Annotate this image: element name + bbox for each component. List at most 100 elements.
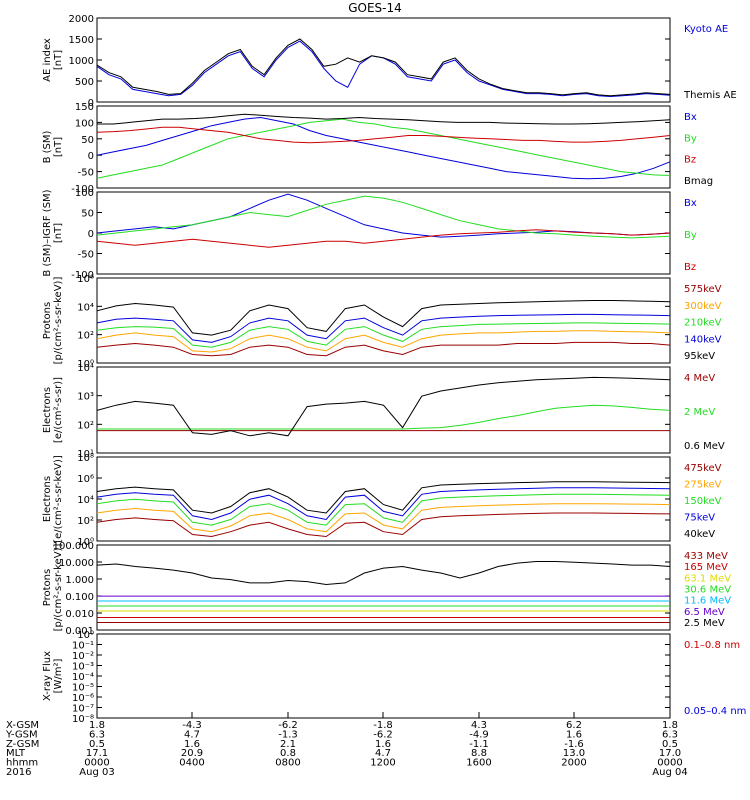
footer-cell: -1.1: [469, 739, 489, 750]
y-axis-label: [p/(cm²-s-sr-keV)]: [53, 277, 64, 365]
legend-entry: 575keV: [684, 284, 722, 295]
ytick-label: 10⁻⁶: [72, 693, 94, 704]
footer-row-label: MLT: [6, 748, 26, 759]
ytick-label: 10⁻²: [72, 651, 94, 662]
legend-entry: 150keV: [684, 496, 722, 507]
y-axis-label: [nT]: [53, 137, 64, 157]
figure-title: GOES-14: [348, 1, 402, 15]
footer-cell: 0.5: [662, 739, 678, 750]
ytick-label: 10⁻¹: [72, 641, 94, 652]
ytick-label: 100: [75, 188, 94, 199]
legend-entry: 63.1 MeV: [684, 573, 731, 584]
ytick-label: 0.001: [65, 626, 94, 637]
series-line: [96, 561, 671, 586]
ytick-label: 10¹: [77, 449, 94, 460]
ytick-label: 10²: [77, 331, 94, 342]
legend-entry: Bz: [684, 155, 696, 166]
legend-entry: By: [684, 230, 697, 241]
footer-cell: 0.5: [89, 739, 105, 750]
panel-1: 2000 1500 1000 500 0 AE index [nT] Kyoto AE Them…: [42, 14, 737, 109]
footer-cell: 4.3: [471, 720, 487, 731]
series-line: [97, 404, 671, 430]
ytick-label: 10⁰: [77, 537, 94, 548]
ytick-label: 1.000: [65, 575, 94, 586]
legend-entry: By: [684, 133, 697, 144]
ytick-label: 50: [81, 209, 94, 220]
ytick-label: 0: [88, 151, 94, 162]
ytick-label: 10⁴: [77, 363, 94, 374]
footer-cell: 2000: [561, 758, 586, 769]
footer-table: X-GSM 1.8 -4.3 -6.2 -1.8 4.3 6.2 1.8Y-GSM 6.3 4.7…: [5, 712, 688, 778]
panel-frame: [96, 544, 671, 631]
legend-entry: 433 MeV: [684, 551, 728, 562]
footer-cell: 13.0: [563, 748, 585, 759]
ytick-label: 10³: [77, 392, 94, 403]
footer-cell: -4.3: [182, 720, 202, 731]
legend-entry: 300keV: [684, 301, 722, 312]
y-axis-label: [p/(cm²-s-sr-keV)]: [53, 544, 64, 632]
ytick-label: 10⁰: [77, 630, 94, 641]
series-line: [97, 113, 671, 125]
footer-cell: 1.6: [375, 739, 391, 750]
y-axis-label: Protons: [42, 569, 53, 606]
footer-cell: 1.6: [184, 739, 200, 750]
footer-cell: 6.3: [89, 729, 105, 740]
footer-cell: -6.2: [278, 720, 298, 731]
panel-frame: [96, 633, 671, 719]
panel-frame: [96, 277, 671, 364]
ytick-label: -100: [71, 184, 94, 195]
legend-entry: 140keV: [684, 334, 722, 345]
legend-entry: 275keV: [684, 480, 722, 491]
y-axis-label: B (SM): [42, 130, 53, 163]
legend-entry: 40keV: [684, 529, 715, 540]
ytick-label: 10²: [77, 420, 94, 431]
series-line: [96, 118, 671, 179]
series-line: [96, 512, 671, 538]
legend-entry: Themis AE: [683, 90, 737, 101]
legend-entry: 75keV: [684, 513, 715, 524]
y-axis-label: [nT]: [53, 223, 64, 243]
ytick-label: 100.000: [53, 541, 94, 552]
ytick-label: 10⁶: [77, 474, 94, 485]
ytick-label: 10⁰: [77, 359, 94, 370]
footer-cell: 1600: [466, 758, 491, 769]
ytick-label: 10⁴: [77, 495, 94, 506]
panel-2: 150 100 50 0 -50 -100 B (SM) [nT] Bx By Bz Bmag: [42, 102, 713, 195]
legend-entry: Kyoto AE: [684, 24, 728, 35]
ytick-label: 10²: [77, 516, 94, 527]
series-line: [96, 40, 671, 98]
series-line: [96, 229, 671, 248]
legend-entry: 30.6 MeV: [684, 585, 731, 596]
footer-cell: 0.8: [280, 748, 296, 759]
series-line: [96, 341, 671, 357]
panel-3: 100 50 0 -50 -100 B (SM)–IGRF (SM) [nT] Bx By Bz: [42, 188, 697, 281]
ytick-label: 10⁸: [77, 453, 94, 464]
ytick-label: 0.010: [65, 609, 94, 620]
y-axis-label: AE index: [42, 38, 53, 82]
series-line: [96, 322, 671, 348]
series-line: [96, 126, 671, 144]
ytick-label: 10⁻³: [72, 662, 94, 673]
footer-cell: 1.6: [566, 729, 582, 740]
series-line: [96, 481, 671, 514]
ytick-label: 10⁻⁴: [72, 672, 94, 683]
footer-cell: -1.6: [564, 739, 584, 750]
legend-entry: 11.6 MeV: [684, 596, 731, 607]
footer-cell: 2.1: [280, 739, 296, 750]
ytick-label: 500: [75, 77, 94, 88]
ytick-label: -50: [78, 168, 94, 179]
footer-cell: 0400: [179, 758, 204, 769]
footer-cell: 0000: [84, 758, 109, 769]
ytick-label: 0: [88, 229, 94, 240]
legend-entry: Bx: [684, 112, 697, 123]
footer-cell: 1.8: [89, 720, 105, 731]
legend-entry: 2.5 MeV: [684, 618, 725, 629]
footer-cell: 0800: [275, 758, 300, 769]
legend-entry: 0.6 MeV: [684, 441, 725, 452]
footer-cell: 1.8: [662, 720, 678, 731]
ytick-label: 100: [75, 118, 94, 129]
ytick-label: 10⁻⁸: [72, 714, 94, 725]
series-line: [96, 503, 671, 533]
legend-entry: 0.05–0.4 nm: [684, 706, 746, 717]
y-axis-label: [nT]: [53, 50, 64, 70]
